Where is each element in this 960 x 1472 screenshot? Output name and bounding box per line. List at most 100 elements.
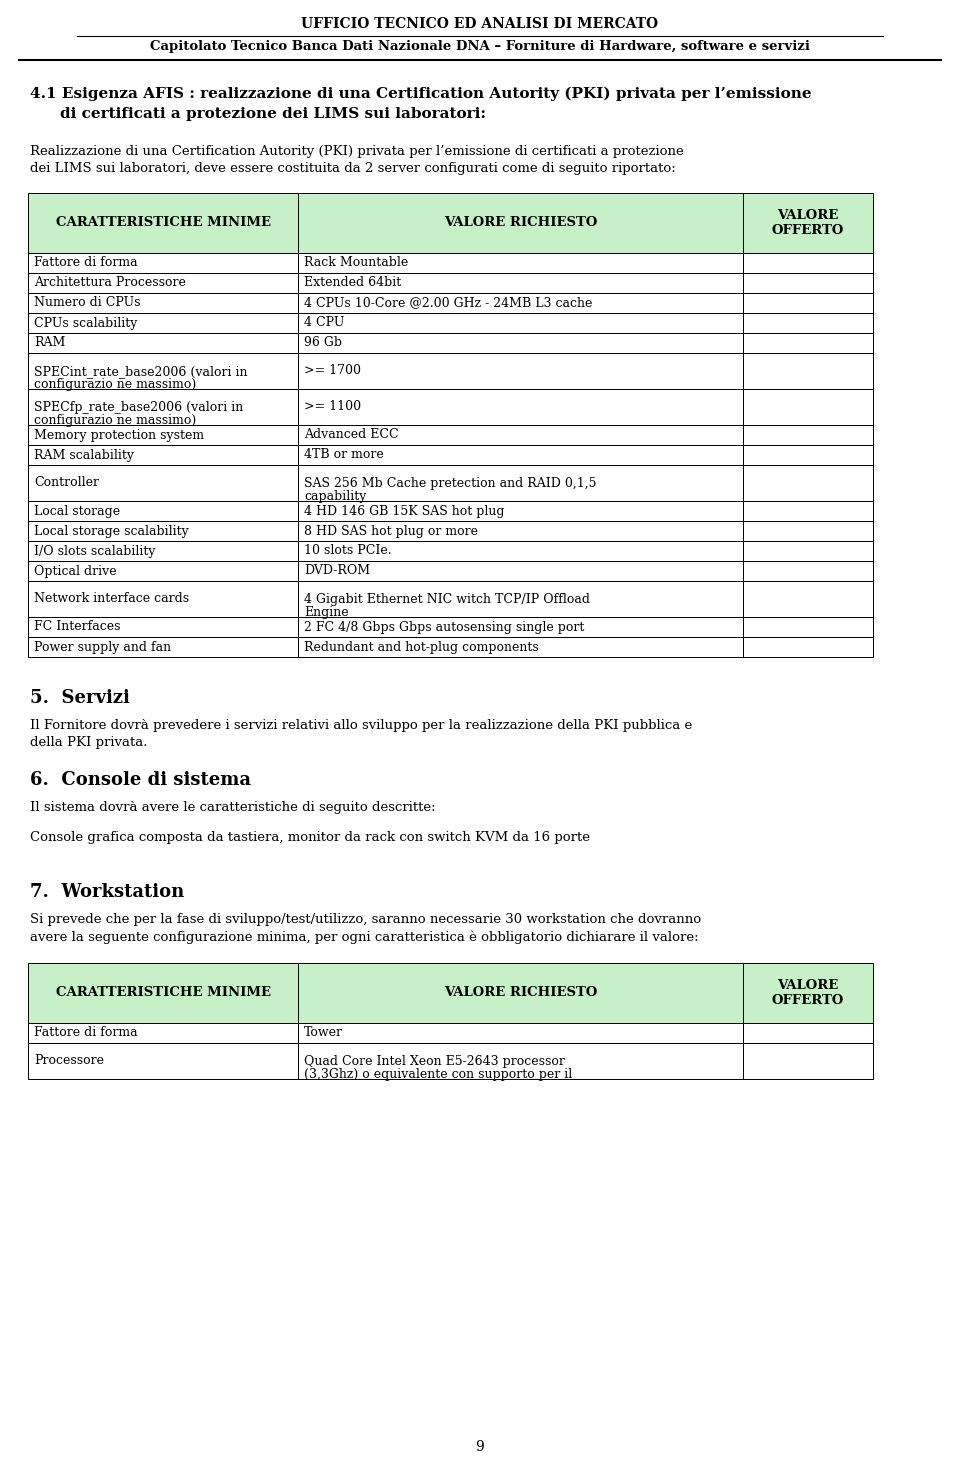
Bar [298,617,743,637]
Bar [743,389,873,425]
Text: SPECfp_rate_base2006 (valori in: SPECfp_rate_base2006 (valori in [34,400,243,414]
Bar [743,561,873,581]
Bar [298,1023,743,1044]
Bar [298,353,743,389]
Text: avere la seguente configurazione minima, per ogni caratteristica è obbligatorio : avere la seguente configurazione minima,… [30,930,699,944]
Bar [28,445,298,465]
Bar [743,500,873,521]
Text: 4 CPU: 4 CPU [304,316,345,330]
Bar [28,425,298,445]
Bar [28,542,298,561]
Text: della PKI privata.: della PKI privata. [30,736,148,749]
Bar [28,333,298,353]
Text: RAM: RAM [34,337,65,349]
Text: CPUs scalability: CPUs scalability [34,316,137,330]
Text: UFFICIO TECNICO ED ANALISI DI MERCATO: UFFICIO TECNICO ED ANALISI DI MERCATO [301,18,659,31]
Text: Quad Core Intel Xeon E5-2643 processor: Quad Core Intel Xeon E5-2643 processor [304,1055,564,1069]
Bar [28,193,298,253]
Bar [28,314,298,333]
Text: Local storage scalability: Local storage scalability [34,524,189,537]
Text: Network interface cards: Network interface cards [34,593,189,605]
Text: configurazio ne massimo): configurazio ne massimo) [34,378,196,392]
Text: 4 CPUs 10-Core @2.00 GHz - 24MB L3 cache: 4 CPUs 10-Core @2.00 GHz - 24MB L3 cache [304,296,592,309]
Bar [743,521,873,542]
Bar [298,521,743,542]
Bar [298,445,743,465]
Text: capability: capability [304,490,367,503]
Text: VALORE RICHIESTO: VALORE RICHIESTO [444,986,597,999]
Text: Engine: Engine [304,606,348,620]
Text: 96 Gb: 96 Gb [304,337,342,349]
Bar [743,542,873,561]
Text: 4.1 Esigenza AFIS : realizzazione di una Certification Autority (PKI) privata pe: 4.1 Esigenza AFIS : realizzazione di una… [30,87,811,102]
Bar [743,963,873,1023]
Bar [298,333,743,353]
Bar [743,465,873,500]
Bar [298,193,743,253]
Bar [28,253,298,272]
Text: Processore: Processore [34,1054,104,1067]
Text: 4 Gigabit Ethernet NIC witch TCP/IP Offload: 4 Gigabit Ethernet NIC witch TCP/IP Offl… [304,593,590,606]
Text: Advanced ECC: Advanced ECC [304,428,398,442]
Text: SAS 256 Mb Cache pretection and RAID 0,1,5: SAS 256 Mb Cache pretection and RAID 0,1… [304,477,596,490]
Text: DVD-ROM: DVD-ROM [304,564,371,577]
Text: Rack Mountable: Rack Mountable [304,256,408,269]
Text: SPECint_rate_base2006 (valori in: SPECint_rate_base2006 (valori in [34,365,248,378]
Text: Extended 64bit: Extended 64bit [304,277,401,290]
Text: Local storage: Local storage [34,505,120,518]
Text: di certificati a protezione dei LIMS sui laboratori:: di certificati a protezione dei LIMS sui… [60,107,486,121]
Bar [28,581,298,617]
Bar [28,637,298,657]
Bar [28,963,298,1023]
Bar [743,193,873,253]
Bar [298,561,743,581]
Text: Fattore di forma: Fattore di forma [34,1026,137,1039]
Bar [298,389,743,425]
Text: 7.  Workstation: 7. Workstation [30,883,184,901]
Text: 4 HD 146 GB 15K SAS hot plug: 4 HD 146 GB 15K SAS hot plug [304,505,505,518]
Bar [743,353,873,389]
Bar [743,637,873,657]
Text: Controller: Controller [34,477,99,490]
Bar [298,637,743,657]
Text: Fattore di forma: Fattore di forma [34,256,137,269]
Bar [743,333,873,353]
Text: dei LIMS sui laboratori, deve essere costituita da 2 server configurati come di : dei LIMS sui laboratori, deve essere cos… [30,162,676,175]
Text: CARATTERISTICHE MINIME: CARATTERISTICHE MINIME [56,216,271,230]
Bar [28,617,298,637]
Bar [298,542,743,561]
Text: Console grafica composta da tastiera, monitor da rack con switch KVM da 16 porte: Console grafica composta da tastiera, mo… [30,832,590,843]
Bar [298,293,743,314]
Bar [28,561,298,581]
Bar [28,465,298,500]
Text: 9: 9 [475,1440,485,1454]
Bar [743,1044,873,1079]
Text: 2 FC 4/8 Gbps Gbps autosensing single port: 2 FC 4/8 Gbps Gbps autosensing single po… [304,621,585,633]
Text: Memory protection system: Memory protection system [34,428,204,442]
Bar [298,465,743,500]
Text: Si prevede che per la fase di sviluppo/test/utilizzo, saranno necessarie 30 work: Si prevede che per la fase di sviluppo/t… [30,913,701,926]
Bar [743,445,873,465]
Text: VALORE
OFFERTO: VALORE OFFERTO [772,209,844,237]
Text: I/O slots scalability: I/O slots scalability [34,545,156,558]
Bar [28,389,298,425]
Text: VALORE RICHIESTO: VALORE RICHIESTO [444,216,597,230]
Bar [28,521,298,542]
Text: >= 1700: >= 1700 [304,365,361,377]
Bar [28,272,298,293]
Bar [298,253,743,272]
Bar [28,500,298,521]
Text: VALORE
OFFERTO: VALORE OFFERTO [772,979,844,1007]
Text: 5.  Servizi: 5. Servizi [30,689,130,707]
Text: 8 HD SAS hot plug or more: 8 HD SAS hot plug or more [304,524,478,537]
Text: Optical drive: Optical drive [34,564,116,577]
Text: Redundant and hot-plug components: Redundant and hot-plug components [304,640,539,654]
Bar [743,272,873,293]
Bar [298,272,743,293]
Text: >= 1100: >= 1100 [304,400,361,414]
Bar [743,1023,873,1044]
Bar [298,425,743,445]
Text: CARATTERISTICHE MINIME: CARATTERISTICHE MINIME [56,986,271,999]
Text: 4TB or more: 4TB or more [304,449,384,462]
Bar [743,314,873,333]
